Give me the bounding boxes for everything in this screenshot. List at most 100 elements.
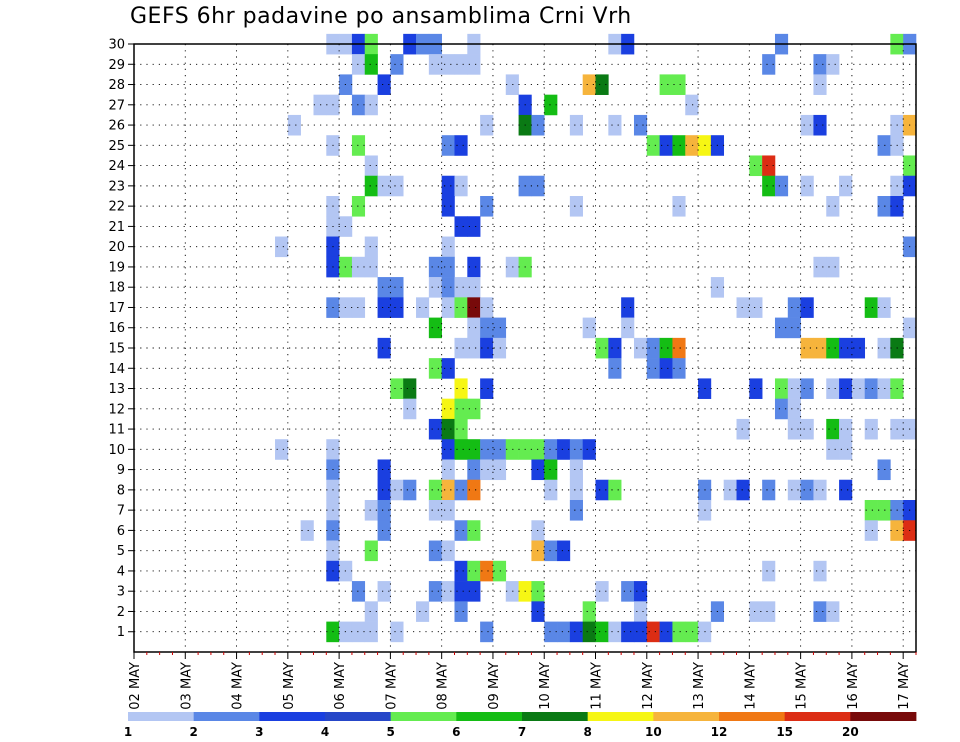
heatmap-cell [454, 135, 468, 156]
heatmap-cell [467, 317, 481, 339]
colorbar-swatch [259, 712, 326, 721]
heatmap-cell [864, 378, 878, 399]
heatmap-cell [774, 398, 789, 420]
heatmap-cell [608, 621, 622, 643]
heatmap-cell [467, 297, 481, 318]
heatmap-cell [480, 378, 494, 399]
heatmap-cell [441, 581, 455, 602]
heatmap-cell [364, 54, 378, 75]
heatmap-cell [377, 175, 391, 197]
y-axis: 1234567891011121314151617181920212223242… [108, 38, 134, 640]
heatmap-cell [672, 621, 686, 643]
heatmap-cell [633, 337, 648, 359]
x-tick-label: 14 MAY [743, 662, 758, 710]
x-axis: 02 MAY 03 MAY 04 MAY 05 MAY 06 MAY 07 MAY 08 M… [128, 652, 917, 710]
heatmap-cell [480, 621, 494, 643]
heatmap-cell [403, 398, 417, 420]
heatmap-cell [467, 520, 481, 541]
heatmap-cell [877, 135, 891, 156]
x-tick-label: 04 MAY [231, 662, 246, 710]
heatmap-cell [877, 196, 891, 217]
heatmap-cell [467, 459, 481, 481]
heatmap-cell [595, 337, 609, 359]
heatmap-cell [736, 479, 750, 501]
heatmap-cell [800, 297, 814, 318]
heatmap-cell [826, 601, 840, 622]
y-tick-label: 5 [117, 544, 125, 559]
heatmap-cell [390, 621, 404, 643]
heatmap-cell [787, 418, 801, 440]
heatmap-cell [467, 256, 481, 278]
heatmap-cell [441, 175, 455, 197]
heatmap-cell [364, 94, 378, 116]
heatmap-cell [826, 439, 840, 460]
colorbar-swatch [325, 712, 392, 721]
heatmap-cell [390, 479, 404, 501]
heatmap-cell [569, 479, 583, 501]
heatmap-cell [569, 500, 583, 521]
colorbar-label: 20 [842, 725, 859, 739]
heatmap-cell [351, 621, 366, 643]
y-tick-label: 13 [108, 382, 125, 397]
heatmap-cell [467, 216, 481, 237]
y-tick-label: 21 [108, 220, 125, 235]
heatmap-cell [351, 94, 366, 116]
y-tick-label: 2 [117, 605, 125, 620]
heatmap-cell [800, 114, 814, 136]
heatmap-cell [595, 581, 609, 602]
heatmap-cell [762, 479, 776, 501]
y-tick-label: 6 [117, 524, 125, 539]
heatmap-cell [659, 135, 673, 156]
colorbar-label: 1 [124, 725, 132, 739]
heatmap-cell [608, 479, 622, 501]
heatmap-cell [813, 337, 827, 359]
x-tick-label: 08 MAY [436, 662, 451, 710]
colorbar-label: 7 [518, 725, 526, 739]
heatmap-cell [441, 459, 455, 481]
heatmap-cell [787, 398, 801, 420]
colorbar-label: 5 [386, 725, 394, 739]
heatmap-cell [441, 418, 455, 440]
heatmap-cell [544, 439, 558, 460]
heatmap-cell [428, 358, 442, 379]
y-tick-label: 9 [117, 463, 125, 478]
heatmap-cell [300, 520, 314, 541]
x-tick-label: 05 MAY [282, 662, 297, 710]
heatmap-cell [621, 581, 635, 602]
x-tick-label: 11 MAY [590, 662, 605, 710]
heatmap-cell [826, 196, 840, 217]
heatmap-cell [813, 601, 827, 622]
y-tick-label: 26 [108, 119, 125, 134]
heatmap-cell [287, 114, 301, 136]
heatmap-cell [877, 378, 891, 399]
heatmap-cell [364, 236, 378, 258]
y-tick-label: 28 [108, 78, 125, 93]
heatmap-cell [839, 418, 853, 440]
heatmap-cell [364, 256, 378, 278]
heatmap-cell [864, 297, 878, 318]
y-tick-label: 1 [117, 625, 125, 640]
heatmap-cell [774, 175, 789, 197]
heatmap-cell [428, 479, 442, 501]
heatmap-cell [851, 337, 866, 359]
heatmap-cell [646, 621, 660, 643]
heatmap-cell [454, 601, 468, 622]
y-tick-label: 29 [108, 58, 125, 73]
heatmap-cell [454, 378, 468, 399]
colorbar-label: 3 [255, 725, 263, 739]
heatmap-cell [454, 337, 468, 359]
heatmap-cell [813, 560, 827, 582]
colorbar-label: 15 [776, 725, 793, 739]
colorbar-swatch [850, 712, 917, 721]
heatmap-cell [749, 378, 763, 399]
heatmap-cell [441, 500, 455, 521]
y-tick-label: 17 [108, 301, 125, 316]
heatmap-cell [428, 581, 442, 602]
heatmap-cell [454, 216, 468, 237]
heatmap-cell [492, 317, 507, 339]
heatmap-cell [826, 337, 840, 359]
heatmap-cell [633, 581, 648, 602]
heatmap-cell [736, 297, 750, 318]
